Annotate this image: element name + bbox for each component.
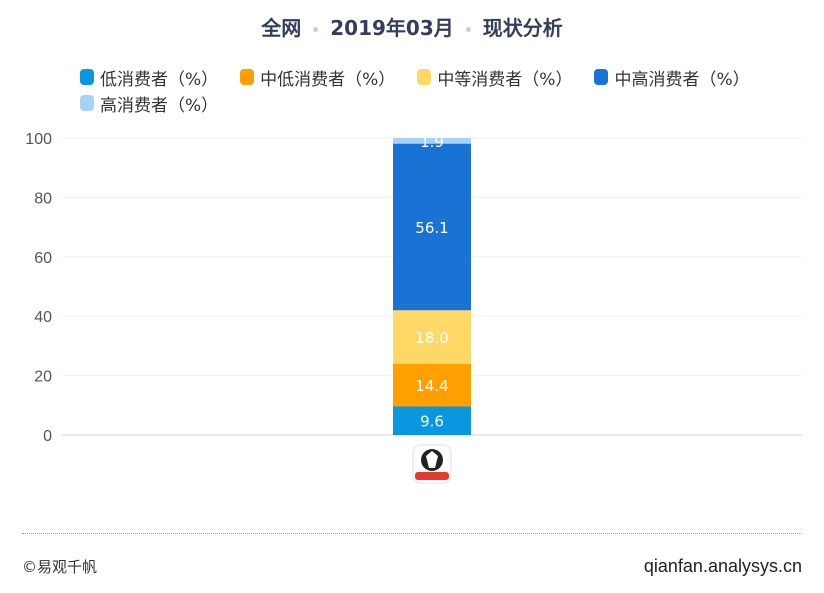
data-label: 56.1 xyxy=(415,219,448,237)
legend-label: 中等消费者（%） xyxy=(437,69,573,90)
bar-segment xyxy=(393,310,471,364)
title-separator-dot xyxy=(465,27,471,32)
y-tick-label: 20 xyxy=(34,369,52,386)
legend-item[interactable]: 中高消费者（%） xyxy=(594,64,750,90)
y-tick-label: 60 xyxy=(34,250,52,267)
app-logo-icon xyxy=(412,444,452,484)
footer-copyright: ©易观千帆 xyxy=(22,558,98,576)
y-tick-label: 80 xyxy=(34,190,52,207)
y-tick-label: 40 xyxy=(34,309,52,326)
legend-item[interactable]: 中等消费者（%） xyxy=(417,64,572,90)
legend-item[interactable]: 高消费者（%） xyxy=(80,90,218,116)
data-label: 14.4 xyxy=(415,377,448,395)
legend-swatch xyxy=(80,95,94,111)
legend-swatch xyxy=(417,69,432,85)
bar-segment xyxy=(393,363,471,407)
legend-swatch xyxy=(594,69,609,85)
y-tick-label: 0 xyxy=(43,428,52,445)
chart-legend: 低消费者（%） 中低消费者（%） 中等消费者（%） 中高消费者（%） 高消费者（%） xyxy=(80,64,780,116)
legend-item[interactable]: 中低消费者（%） xyxy=(240,64,395,90)
legend-swatch xyxy=(80,69,94,85)
bar-segment xyxy=(393,138,471,144)
legend-swatch xyxy=(240,69,255,85)
bar-segment xyxy=(393,143,471,311)
data-label: 18.0 xyxy=(415,329,448,347)
footer-site-link[interactable]: qianfan.analysys.cn xyxy=(643,556,802,576)
data-label: 1.9 xyxy=(420,133,444,151)
legend-label: 低消费者（%） xyxy=(100,69,219,90)
title-topic: 现状分析 xyxy=(482,16,563,40)
legend-label: 中高消费者（%） xyxy=(614,69,750,90)
y-tick-label: 100 xyxy=(25,131,52,148)
chart-title: 全网 2019年03月 现状分析 xyxy=(0,12,824,41)
title-separator-dot xyxy=(313,27,319,32)
data-label: 9.6 xyxy=(420,413,444,431)
legend-label: 中低消费者（%） xyxy=(260,69,396,90)
legend-label: 高消费者（%） xyxy=(100,95,219,116)
title-period: 2019年03月 xyxy=(330,16,454,40)
footer-divider xyxy=(22,533,802,534)
title-scope: 全网 xyxy=(261,16,302,40)
bar-segment xyxy=(393,406,471,435)
legend-item[interactable]: 低消费者（%） xyxy=(80,64,218,90)
